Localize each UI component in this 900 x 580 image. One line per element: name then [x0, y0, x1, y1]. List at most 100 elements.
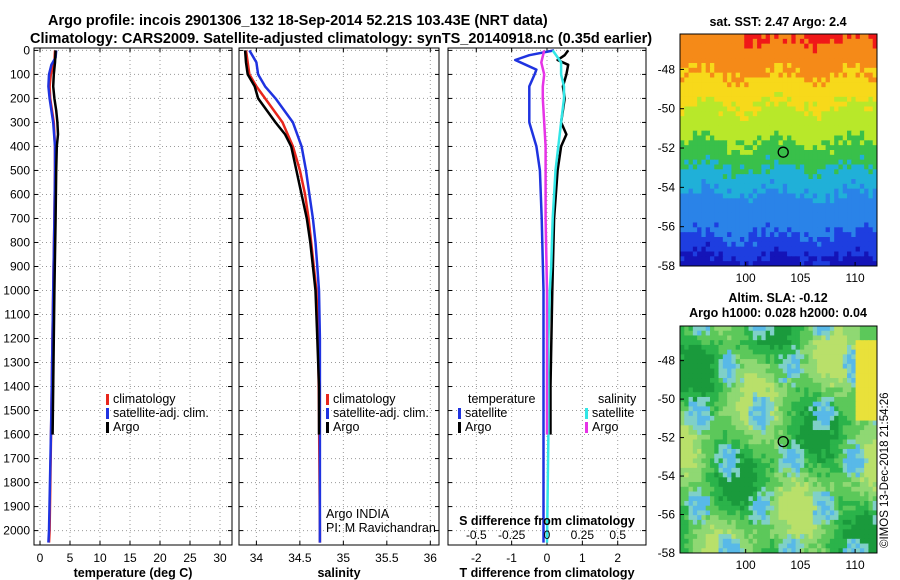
map-cell — [718, 420, 724, 426]
map-cell — [727, 534, 732, 540]
map-cell — [765, 145, 771, 151]
map-cell — [761, 448, 767, 455]
map-cell — [744, 430, 750, 436]
map-cell — [817, 198, 822, 204]
map-cell — [847, 392, 852, 398]
map-cell — [808, 496, 814, 502]
map-cell — [684, 130, 690, 137]
map-cell — [778, 72, 784, 79]
map-cell — [851, 150, 857, 156]
map-cell — [859, 392, 865, 398]
map-cell — [744, 411, 750, 417]
map-cell — [851, 543, 857, 549]
map-cell — [684, 222, 690, 228]
map-cell — [855, 519, 861, 526]
map-cell — [825, 72, 831, 79]
map-cell — [791, 378, 797, 384]
map-cell — [765, 125, 771, 132]
map-cell — [868, 444, 874, 450]
map-cell — [765, 140, 771, 146]
map-cell — [787, 392, 792, 398]
map-cell — [714, 543, 720, 549]
map-cell — [799, 444, 805, 450]
map-cell — [851, 510, 857, 516]
map-cell — [847, 116, 852, 122]
map-cell — [731, 96, 737, 103]
map-cell — [821, 458, 827, 464]
map-cell — [804, 48, 810, 54]
map-cell — [825, 472, 831, 478]
map-y-tick-label: -56 — [658, 508, 676, 522]
map-cell — [834, 396, 840, 403]
map-cell — [795, 463, 801, 469]
map-cell — [739, 368, 745, 374]
map-cell — [855, 411, 861, 417]
map-cell — [829, 212, 835, 219]
map-cell — [705, 472, 711, 478]
map-cell — [688, 212, 694, 219]
map-cell — [735, 121, 741, 127]
map-cell — [748, 227, 754, 233]
map-cell — [718, 92, 724, 98]
map-cell — [799, 420, 805, 426]
map-cell — [692, 425, 698, 431]
map-cell — [829, 232, 835, 238]
map-cell — [868, 193, 874, 199]
map-cell — [739, 340, 745, 346]
map-cell — [697, 38, 703, 45]
map-cell — [787, 354, 792, 360]
map-cell — [748, 472, 754, 478]
map-cell — [774, 48, 780, 54]
map-cell — [842, 326, 848, 332]
map-cell — [769, 251, 775, 257]
map-cell — [855, 534, 861, 540]
map-cell — [752, 92, 758, 98]
map-cell — [808, 67, 814, 74]
map-cell — [834, 515, 840, 521]
map-cell — [731, 183, 737, 190]
map-cell — [842, 164, 848, 170]
map-cell — [804, 439, 810, 445]
map-cell — [761, 472, 767, 478]
map-cell — [808, 212, 814, 219]
map-cell — [774, 538, 780, 545]
map-cell — [855, 425, 861, 431]
map-cell — [731, 510, 737, 516]
map-cell — [821, 227, 827, 233]
map-cell — [709, 444, 715, 450]
map-cell — [855, 378, 861, 384]
map-cell — [847, 401, 852, 407]
map-cell — [847, 125, 852, 132]
map-cell — [859, 164, 865, 170]
map-cell — [851, 232, 857, 238]
map-cell — [864, 63, 870, 69]
map-cell — [731, 203, 737, 209]
map-cell — [735, 183, 741, 190]
map-cell — [701, 121, 707, 127]
map-cell — [782, 458, 788, 464]
map-cell — [752, 387, 758, 393]
map-cell — [834, 183, 840, 190]
map-cell — [731, 217, 737, 224]
map-cell — [748, 193, 754, 199]
map-cell — [855, 467, 861, 474]
map-cell — [722, 43, 728, 50]
map-cell — [859, 53, 865, 59]
map-cell — [709, 106, 715, 112]
map-cell — [731, 237, 737, 243]
map-cell — [864, 53, 870, 59]
map-cell — [795, 444, 801, 450]
map-cell — [821, 491, 827, 497]
map-cell — [705, 425, 711, 431]
legend-label: Argo — [113, 420, 139, 434]
map-cell — [808, 477, 814, 483]
map-cell — [778, 344, 784, 351]
map-cell — [834, 106, 840, 112]
map-cell — [782, 164, 788, 170]
map-cell — [752, 217, 758, 224]
map-cell — [829, 382, 835, 389]
map-cell — [731, 261, 737, 266]
map-cell — [727, 145, 732, 151]
map-cell — [851, 48, 857, 54]
map-cell — [808, 330, 814, 337]
